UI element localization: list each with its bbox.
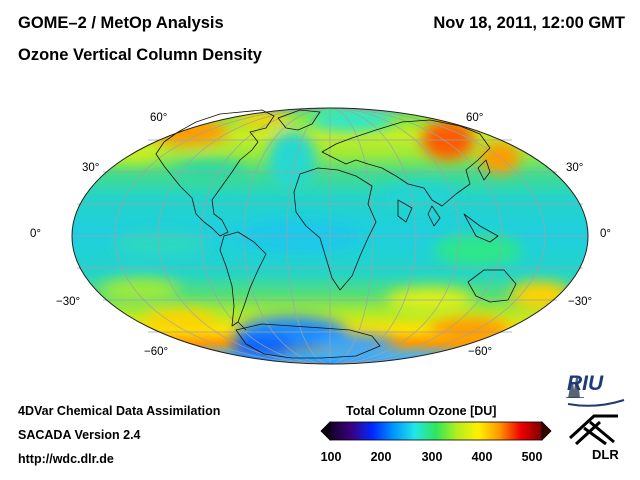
lat-label-left-minus30: −30° xyxy=(56,296,81,308)
colorbar xyxy=(320,421,552,441)
lat-label-left-60: 60° xyxy=(150,112,168,124)
lat-label-left-minus60: −60° xyxy=(144,346,169,358)
footer-link[interactable]: http://wdc.dlr.de xyxy=(18,452,114,466)
footer-version: SACADA Version 2.4 xyxy=(18,428,141,442)
colorbar-gradient xyxy=(329,421,543,441)
lat-label-right-minus30: −30° xyxy=(568,296,593,308)
lat-label-left-0: 0° xyxy=(30,228,41,240)
colorbar-tick-100: 100 xyxy=(320,450,342,464)
colorbar-min-arrow xyxy=(320,421,331,441)
colorbar-tick-300: 300 xyxy=(421,450,443,464)
lat-label-right-60: 60° xyxy=(466,112,484,124)
colorbar-tick-400: 400 xyxy=(471,450,493,464)
colorbar-title: Total Column Ozone [DU] xyxy=(346,404,497,418)
lat-label-right-30: 30° xyxy=(566,162,584,174)
colorbar-max-arrow xyxy=(541,421,552,441)
lat-label-right-0: 0° xyxy=(600,228,611,240)
riu-logo-swoosh xyxy=(567,399,625,407)
colorbar-tick-200: 200 xyxy=(370,450,392,464)
dlr-logo-icon xyxy=(568,414,618,446)
product-title: GOME–2 / MetOp Analysis xyxy=(18,14,224,32)
coastlines xyxy=(155,109,517,359)
globe-outline xyxy=(71,107,589,365)
dlr-logo-text: DLR xyxy=(592,447,619,462)
footer-method: 4DVar Chemical Data Assimilation xyxy=(18,404,221,418)
riu-logo-icon xyxy=(566,378,584,398)
lat-label-left-30: 30° xyxy=(82,162,100,174)
map-subtitle: Ozone Vertical Column Density xyxy=(18,46,262,64)
colorbar-tick-500: 500 xyxy=(521,450,543,464)
riu-logo-text: RIU xyxy=(567,372,604,395)
analysis-datetime: Nov 18, 2011, 12:00 GMT xyxy=(433,14,625,32)
lat-label-right-minus60: −60° xyxy=(468,346,493,358)
